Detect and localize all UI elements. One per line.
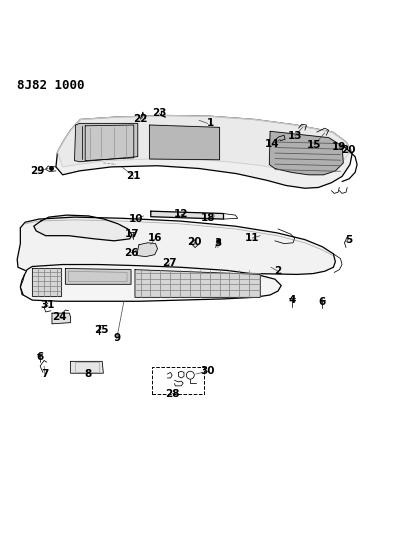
Polygon shape (32, 268, 61, 296)
Text: 20: 20 (187, 237, 201, 247)
Polygon shape (269, 131, 343, 175)
Text: 29: 29 (31, 166, 45, 176)
Text: 6: 6 (319, 297, 326, 307)
Polygon shape (150, 125, 220, 160)
Text: 28: 28 (165, 389, 179, 399)
Text: 1: 1 (207, 118, 215, 128)
Polygon shape (65, 269, 131, 284)
Text: 9: 9 (113, 334, 120, 343)
Polygon shape (52, 313, 70, 324)
Text: 16: 16 (148, 233, 163, 243)
Text: 4: 4 (288, 295, 296, 305)
Text: 15: 15 (307, 140, 322, 150)
Text: 18: 18 (201, 213, 215, 223)
Polygon shape (17, 217, 336, 274)
Text: 25: 25 (94, 325, 108, 335)
Polygon shape (70, 361, 103, 373)
Text: 20: 20 (341, 145, 356, 155)
Text: 5: 5 (345, 235, 352, 245)
Text: 8J82 1000: 8J82 1000 (17, 79, 85, 92)
Polygon shape (56, 116, 352, 188)
Text: 17: 17 (125, 229, 140, 239)
Polygon shape (57, 116, 352, 174)
Text: 8: 8 (84, 369, 91, 379)
Text: 3: 3 (215, 238, 222, 248)
Bar (152, 367, 204, 394)
Polygon shape (137, 243, 158, 256)
Text: 31: 31 (41, 300, 55, 310)
Polygon shape (74, 124, 138, 162)
Text: 24: 24 (53, 312, 67, 322)
Polygon shape (34, 215, 132, 241)
Text: 2: 2 (274, 266, 282, 276)
Polygon shape (135, 270, 260, 297)
Text: 13: 13 (287, 131, 302, 141)
Text: 14: 14 (265, 139, 279, 149)
Text: 7: 7 (41, 369, 49, 379)
Text: 27: 27 (162, 259, 177, 268)
Text: 12: 12 (174, 209, 189, 220)
Text: 6: 6 (37, 352, 44, 361)
Text: 23: 23 (152, 108, 167, 118)
Text: 21: 21 (127, 172, 141, 181)
Text: 30: 30 (201, 366, 215, 376)
Text: 19: 19 (332, 142, 347, 152)
Polygon shape (20, 264, 281, 301)
Polygon shape (151, 211, 224, 219)
Text: 10: 10 (129, 214, 143, 224)
Text: 22: 22 (133, 115, 148, 125)
Text: 11: 11 (245, 233, 259, 243)
Text: 26: 26 (124, 248, 138, 257)
